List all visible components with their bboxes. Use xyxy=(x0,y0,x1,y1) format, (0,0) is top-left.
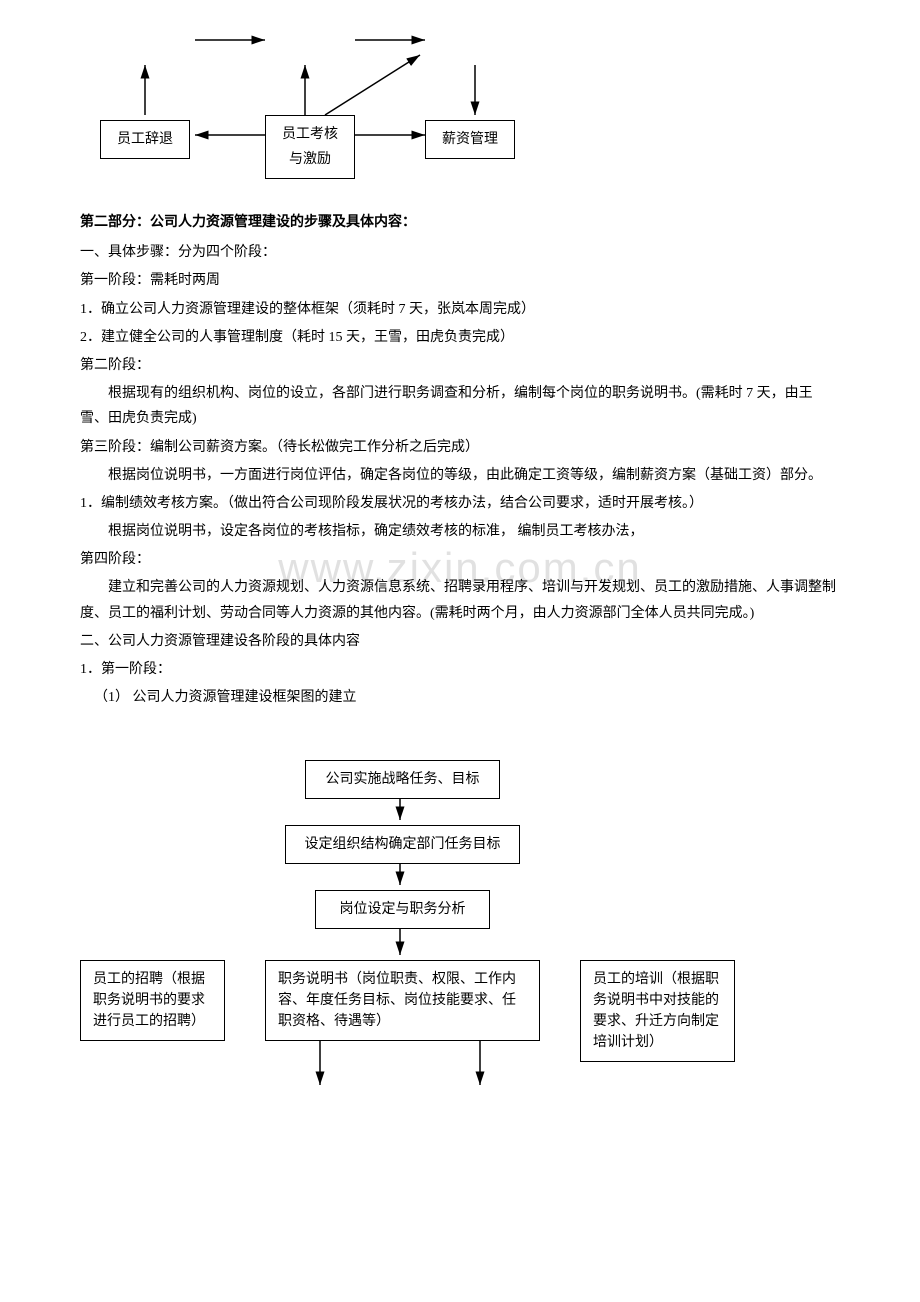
phase2-text: 根据现有的组织机构、岗位的设立，各部门进行职务调查和分析，编制每个岗位的职务说明… xyxy=(80,381,840,431)
section2-2: 二、公司人力资源管理建设各阶段的具体内容 xyxy=(80,629,840,654)
d2-box-jobdesc: 职务说明书（岗位职责、权限、工作内容、年度任务目标、岗位技能要求、任职资格、待遇… xyxy=(265,960,540,1041)
phase1-item1: 1．确立公司人力资源管理建设的整体框架（须耗时 7 天，张岚本周完成） xyxy=(80,297,840,322)
diagram1-box-assess: 员工考核与激励 xyxy=(265,115,355,179)
section-2-title: 第二部分：公司人力资源管理建设的步骤及具体内容： xyxy=(80,210,840,235)
item1-sub: （1） 公司人力资源管理建设框架图的建立 xyxy=(80,685,840,710)
diagram1-box-salary: 薪资管理 xyxy=(425,120,515,159)
page-content: 员工辞退 员工考核与激励 薪资管理 第二部分：公司人力资源管理建设的步骤及具体内… xyxy=(80,20,840,1120)
d2-box-structure: 设定组织结构确定部门任务目标 xyxy=(285,825,520,864)
d2-box-training: 员工的培训（根据职务说明书中对技能的要求、升迁方向制定培训计划） xyxy=(580,960,735,1062)
phase4-title: 第四阶段： xyxy=(80,547,840,572)
phase1-item2: 2．建立健全公司的人事管理制度（耗时 15 天，王雪，田虎负责完成） xyxy=(80,325,840,350)
diagram-2: 公司实施战略任务、目标 设定组织结构确定部门任务目标 岗位设定与职务分析 职务说… xyxy=(80,740,840,1120)
phase3-text: 根据岗位说明书，一方面进行岗位评估，确定各岗位的等级，由此确定工资等级，编制薪资… xyxy=(80,463,840,488)
diagram1-box-dismiss: 员工辞退 xyxy=(100,120,190,159)
phase4-text: 建立和完善公司的人力资源规划、人力资源信息系统、招聘录用程序、培训与开发规划、员… xyxy=(80,575,840,625)
item1: 1．第一阶段： xyxy=(80,657,840,682)
steps-intro: 一、具体步骤：分为四个阶段： xyxy=(80,240,840,265)
diagram-1: 员工辞退 员工考核与激励 薪资管理 xyxy=(80,20,840,190)
d2-box-strategy: 公司实施战略任务、目标 xyxy=(305,760,500,799)
phase1-title: 第一阶段：需耗时两周 xyxy=(80,268,840,293)
d2-box-position: 岗位设定与职务分析 xyxy=(315,890,490,929)
phase3-item1: 1．编制绩效考核方案。（做出符合公司现阶段发展状况的考核办法，结合公司要求，适时… xyxy=(80,491,840,516)
phase2-title: 第二阶段： xyxy=(80,353,840,378)
d2-box-recruit: 员工的招聘（根据职务说明书的要求进行员工的招聘） xyxy=(80,960,225,1041)
phase3-title: 第三阶段：编制公司薪资方案。（待长松做完工作分析之后完成） xyxy=(80,435,840,460)
phase3-text2: 根据岗位说明书，设定各岗位的考核指标，确定绩效考核的标准， 编制员工考核办法， xyxy=(80,519,840,544)
diagram-1-arrows xyxy=(80,20,840,190)
